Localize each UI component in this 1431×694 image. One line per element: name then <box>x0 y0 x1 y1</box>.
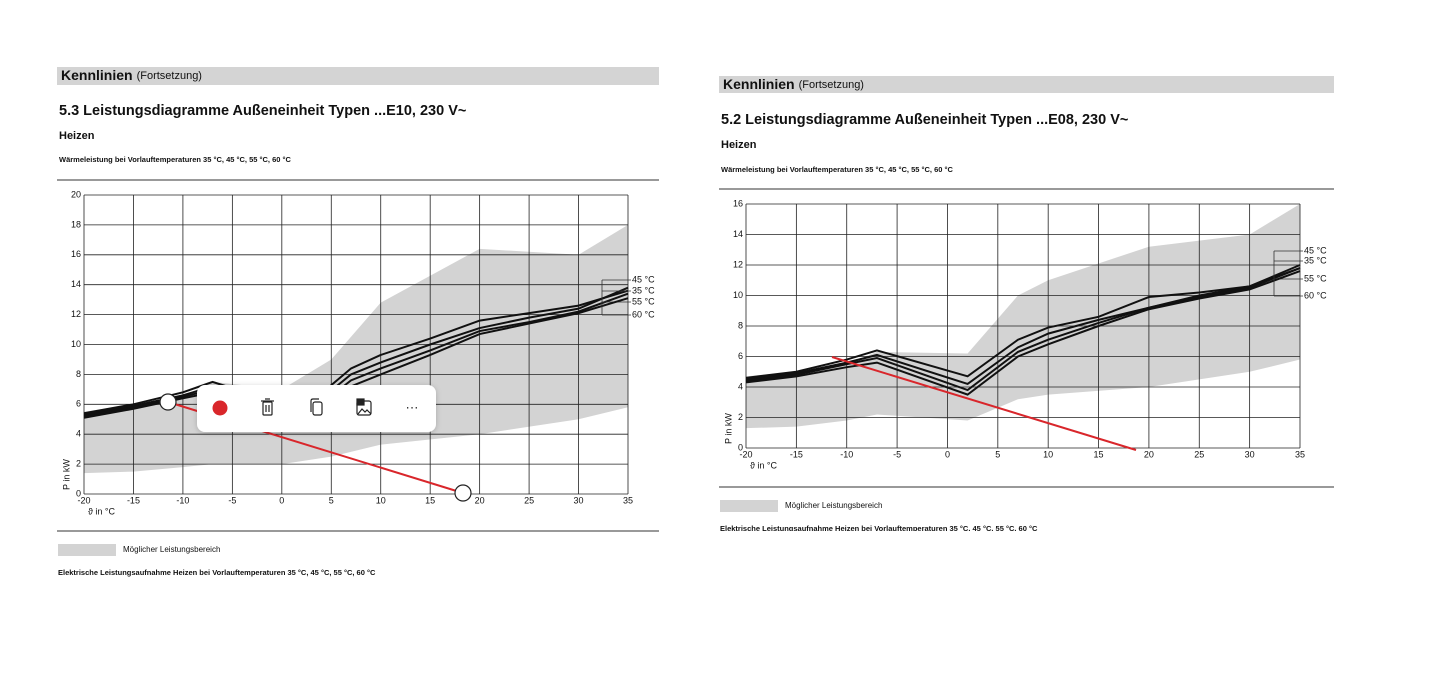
footer-text: Elektrische Leistungsaufnahme Heizen bei… <box>720 524 1038 533</box>
caption: Wärmeleistung bei Vorlauftemperaturen 35… <box>721 165 954 174</box>
x-tick-label: -5 <box>228 495 236 505</box>
x-tick-label: 35 <box>623 495 633 505</box>
section-heading: 5.3 Leistungsdiagramme Außeneinheit Type… <box>59 103 466 119</box>
series-line <box>745 267 1301 392</box>
y-tick-label: 2 <box>76 458 81 468</box>
x-tick-label: 20 <box>1144 449 1154 459</box>
y-tick-label: 18 <box>71 219 81 229</box>
range-area <box>84 224 628 474</box>
x-tick-label: -10 <box>840 449 853 459</box>
y-tick-label: 10 <box>733 290 743 300</box>
y-tick-label: 4 <box>76 429 81 439</box>
x-tick-label: 5 <box>329 495 334 505</box>
x-tick-label: 30 <box>1245 449 1255 459</box>
document-page: Kennlinien (Fortsetzung) 5.2 Leistungsdiag… <box>719 76 1334 533</box>
toolbar-background <box>197 385 436 432</box>
legend-label: 55 °C <box>632 296 655 306</box>
y-tick-label: 0 <box>738 442 743 452</box>
legend-label: 60 °C <box>632 309 655 319</box>
y-tick-label: 6 <box>76 399 81 409</box>
x-tick-label: 5 <box>995 449 1000 459</box>
more-button[interactable]: ··· <box>406 399 419 414</box>
legend-label: Möglicher Leistungsbereich <box>123 545 220 554</box>
legend-label: 45 °C <box>632 274 655 284</box>
y-tick-label: 8 <box>76 369 81 379</box>
x-tick-label: 30 <box>574 495 584 505</box>
series-line <box>745 267 1301 379</box>
section-heading: 5.2 Leistungsdiagramme Außeneinheit Type… <box>721 112 1128 128</box>
header-subtitle: (Fortsetzung) <box>137 70 202 82</box>
y-tick-label: 16 <box>71 249 81 259</box>
legend-label: 35 °C <box>1304 255 1327 265</box>
x-tick-label: -20 <box>739 449 752 459</box>
line-handle[interactable] <box>454 484 472 502</box>
image-button[interactable] <box>356 398 372 416</box>
color-button[interactable] <box>212 400 228 416</box>
y-tick-label: 6 <box>738 351 743 361</box>
header-bar <box>57 67 659 85</box>
line-handle[interactable] <box>159 393 177 411</box>
y-tick-label: 4 <box>738 381 743 391</box>
x-tick-label: 15 <box>1094 449 1104 459</box>
delete-button[interactable] <box>261 398 274 416</box>
legend-label: Möglicher Leistungsbereich <box>785 501 882 510</box>
x-tick-label: 15 <box>425 495 435 505</box>
y-tick-label: 12 <box>71 309 81 319</box>
header-subtitle: (Fortsetzung) <box>799 79 864 91</box>
legend-label: 60 °C <box>1304 290 1327 300</box>
series-line <box>83 289 629 415</box>
y-tick-label: 2 <box>738 412 743 422</box>
annotation-layer: ··· <box>159 356 1137 502</box>
x-tick-label: 20 <box>475 495 485 505</box>
legend-label: 35 °C <box>632 285 655 295</box>
x-tick-label: 25 <box>1194 449 1204 459</box>
x-tick-label: 0 <box>945 449 950 459</box>
caption: Wärmeleistung bei Vorlauftemperaturen 35… <box>59 155 292 164</box>
x-tick-label: 35 <box>1295 449 1305 459</box>
y-tick-label: 14 <box>733 229 743 239</box>
header-bar <box>719 76 1334 93</box>
document-page: Kennlinien (Fortsetzung) 5.3 Leistungsdiag… <box>57 67 659 577</box>
x-axis-label: ϑ in °C <box>88 506 116 516</box>
header: Kennlinien (Fortsetzung) <box>723 76 864 92</box>
series-line <box>745 270 1301 396</box>
legend-swatch <box>720 500 778 512</box>
x-tick-label: 25 <box>524 495 534 505</box>
subheading: Heizen <box>721 139 757 151</box>
y-tick-label: 14 <box>71 279 81 289</box>
subheading: Heizen <box>59 130 95 142</box>
header: Kennlinien (Fortsetzung) <box>61 67 202 83</box>
y-tick-label: 20 <box>71 189 81 199</box>
x-tick-label: -5 <box>893 449 901 459</box>
x-tick-label: -15 <box>127 495 140 505</box>
drawn-line[interactable] <box>831 356 1137 451</box>
x-tick-label: -10 <box>176 495 189 505</box>
y-axis-label: P in kW <box>61 459 71 490</box>
y-axis-label: P in kW <box>723 413 733 444</box>
series-line <box>745 264 1301 386</box>
x-tick-label: 10 <box>376 495 386 505</box>
range-area <box>746 204 1300 429</box>
header-title: Kennlinien <box>61 67 133 83</box>
footer-text: Elektrische Leistungsaufnahme Heizen bei… <box>58 568 376 577</box>
legend-label: 45 °C <box>1304 245 1327 255</box>
y-tick-label: 16 <box>733 198 743 208</box>
legend-swatch <box>58 544 116 556</box>
x-axis-label: ϑ in °C <box>750 460 778 470</box>
x-tick-label: -20 <box>77 495 90 505</box>
x-tick-label: -15 <box>790 449 803 459</box>
x-tick-label: 0 <box>279 495 284 505</box>
y-tick-label: 12 <box>733 259 743 269</box>
y-tick-label: 8 <box>738 320 743 330</box>
y-tick-label: 0 <box>76 488 81 498</box>
x-tick-label: 10 <box>1043 449 1053 459</box>
annotation-toolbar <box>197 385 436 432</box>
legend-label: 55 °C <box>1304 273 1327 283</box>
header-title: Kennlinien <box>723 76 795 92</box>
y-tick-label: 10 <box>71 339 81 349</box>
copy-button[interactable] <box>310 398 323 416</box>
